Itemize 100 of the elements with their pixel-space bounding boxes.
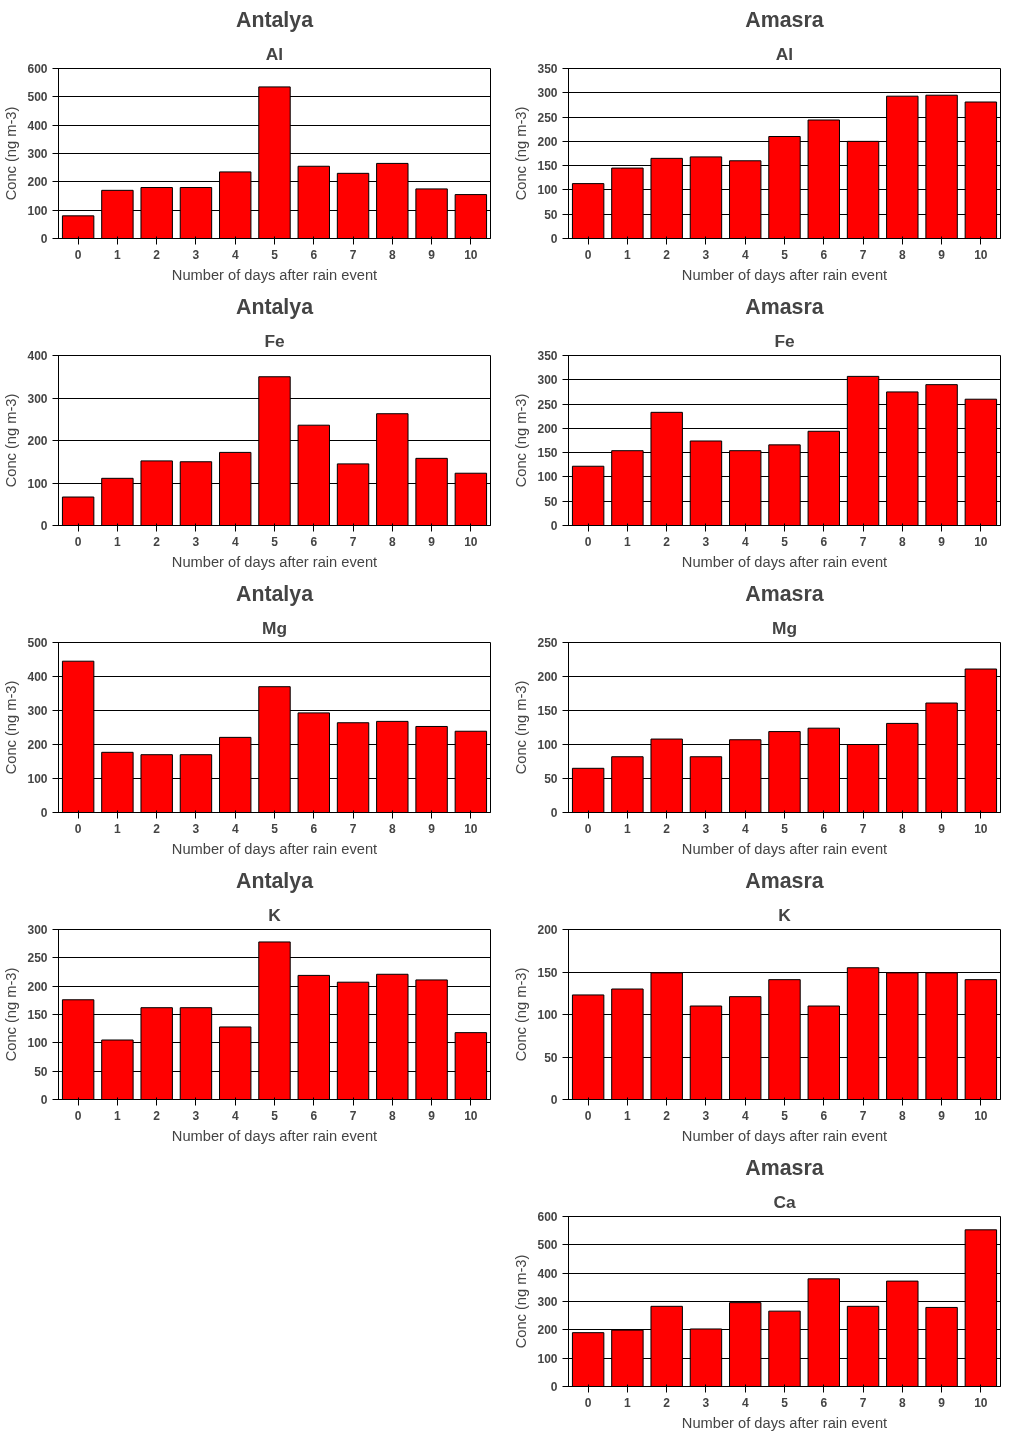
y-axis-title: Conc (ng m-3) — [513, 680, 530, 775]
y-axis-title: Conc (ng m-3) — [3, 680, 20, 775]
x-tick-label: 2 — [153, 1108, 161, 1123]
x-tick-label: 8 — [388, 821, 396, 836]
y-tick-label: 200 — [27, 979, 48, 994]
x-tick-label: 1 — [114, 534, 122, 549]
x-tick-label: 9 — [938, 534, 946, 549]
x-tick-label: 10 — [974, 1108, 988, 1123]
x-tick-label: 10 — [974, 821, 988, 836]
x-tick-label: 1 — [114, 821, 122, 836]
x-tick-label: 0 — [584, 534, 592, 549]
x-tick-label: 6 — [310, 247, 318, 262]
x-tick-label: 2 — [663, 821, 671, 836]
x-tick-label: 3 — [702, 821, 710, 836]
x-tick-label: 10 — [974, 247, 988, 262]
x-tick-label: 1 — [624, 1395, 632, 1410]
x-tick-label: 6 — [820, 534, 828, 549]
y-tick-label: 100 — [537, 1008, 558, 1022]
x-tick-label: 8 — [388, 534, 396, 549]
x-tick-label: 4 — [231, 821, 239, 836]
y-tick-label: 350 — [537, 62, 558, 76]
y-tick-label: 200 — [537, 1323, 558, 1338]
chart-title: Antalya — [235, 868, 314, 893]
x-tick-label: 9 — [938, 247, 946, 262]
y-tick-label: 400 — [27, 118, 48, 133]
x-tick-label: 7 — [859, 534, 867, 549]
y-tick-label: 600 — [537, 1210, 558, 1224]
x-tick-label: 4 — [741, 821, 749, 836]
x-tick-label: 2 — [153, 821, 161, 836]
x-tick-label: 4 — [231, 1108, 239, 1123]
x-tick-label: 8 — [388, 1108, 396, 1123]
y-tick-label: 200 — [27, 434, 48, 448]
x-tick-label: 3 — [192, 821, 200, 836]
x-tick-label: 3 — [702, 247, 710, 262]
y-tick-label: 150 — [537, 704, 558, 718]
x-tick-label: 8 — [898, 534, 906, 549]
x-tick-label: 8 — [898, 1395, 906, 1410]
y-tick-label: 200 — [537, 421, 558, 436]
x-axis-title: Number of days after rain event — [171, 266, 378, 283]
x-tick-label: 10 — [464, 247, 478, 262]
x-tick-label: 0 — [74, 821, 82, 836]
x-tick-label: 6 — [820, 821, 828, 836]
y-tick-label: 0 — [550, 519, 558, 533]
x-tick-label: 10 — [464, 1108, 478, 1123]
x-tick-label: 5 — [781, 1395, 789, 1410]
x-tick-label: 6 — [310, 534, 318, 549]
x-tick-label: 7 — [349, 247, 357, 262]
x-tick-label: 10 — [464, 534, 478, 549]
x-tick-label: 3 — [192, 1108, 200, 1123]
y-tick-label: 200 — [27, 738, 48, 752]
chart-title: Amasra — [745, 294, 824, 319]
y-tick-label: 150 — [537, 159, 558, 174]
chart-subtitle: Mg — [771, 617, 798, 638]
x-tick-label: 3 — [192, 247, 200, 262]
y-tick-label: 50 — [544, 772, 558, 786]
y-tick-label: 250 — [537, 110, 558, 125]
x-tick-label: 9 — [938, 1395, 946, 1410]
x-tick-label: 7 — [859, 1395, 867, 1410]
chart-title: Amasra — [745, 581, 824, 606]
x-tick-label: 8 — [898, 1108, 906, 1123]
y-tick-label: 200 — [537, 670, 558, 684]
x-tick-label: 9 — [938, 1108, 946, 1123]
y-axis-title: Conc (ng m-3) — [513, 106, 530, 201]
x-tick-label: 4 — [231, 534, 239, 549]
x-tick-label: 2 — [663, 1108, 671, 1123]
chart-subtitle: Al — [265, 43, 284, 64]
x-tick-label: 4 — [741, 1108, 749, 1123]
y-tick-label: 0 — [40, 806, 48, 820]
x-tick-label: 6 — [820, 1395, 828, 1410]
y-tick-label: 100 — [27, 1036, 48, 1051]
x-tick-label: 4 — [741, 1395, 749, 1410]
x-tick-label: 6 — [310, 821, 318, 836]
x-tick-label: 7 — [349, 1108, 357, 1123]
y-axis-title: Conc (ng m-3) — [513, 967, 530, 1062]
x-axis-title: Number of days after rain event — [681, 1414, 888, 1431]
chart-title: Amasra — [745, 1155, 824, 1180]
chart-subtitle: K — [778, 904, 792, 925]
x-tick-label: 6 — [820, 247, 828, 262]
y-tick-label: 500 — [27, 636, 48, 650]
x-tick-label: 5 — [271, 821, 279, 836]
x-tick-label: 3 — [192, 534, 200, 549]
x-tick-label: 0 — [584, 821, 592, 836]
y-tick-label: 400 — [537, 1266, 558, 1281]
y-axis-title: Conc (ng m-3) — [513, 393, 530, 488]
x-tick-label: 0 — [74, 247, 82, 262]
y-tick-label: 350 — [537, 349, 558, 363]
x-tick-label: 9 — [428, 247, 436, 262]
y-tick-label: 100 — [537, 738, 558, 752]
y-tick-label: 100 — [27, 203, 48, 218]
x-tick-label: 5 — [271, 247, 279, 262]
y-tick-label: 400 — [27, 670, 48, 684]
x-tick-label: 3 — [702, 1395, 710, 1410]
x-tick-label: 1 — [624, 821, 632, 836]
x-tick-label: 0 — [584, 247, 592, 262]
y-tick-label: 500 — [27, 90, 48, 105]
y-tick-label: 400 — [27, 349, 48, 363]
x-axis-title: Number of days after rain event — [681, 553, 888, 570]
chart-title: Antalya — [235, 7, 314, 32]
chart-subtitle: Al — [775, 43, 794, 64]
y-tick-label: 200 — [537, 923, 558, 937]
